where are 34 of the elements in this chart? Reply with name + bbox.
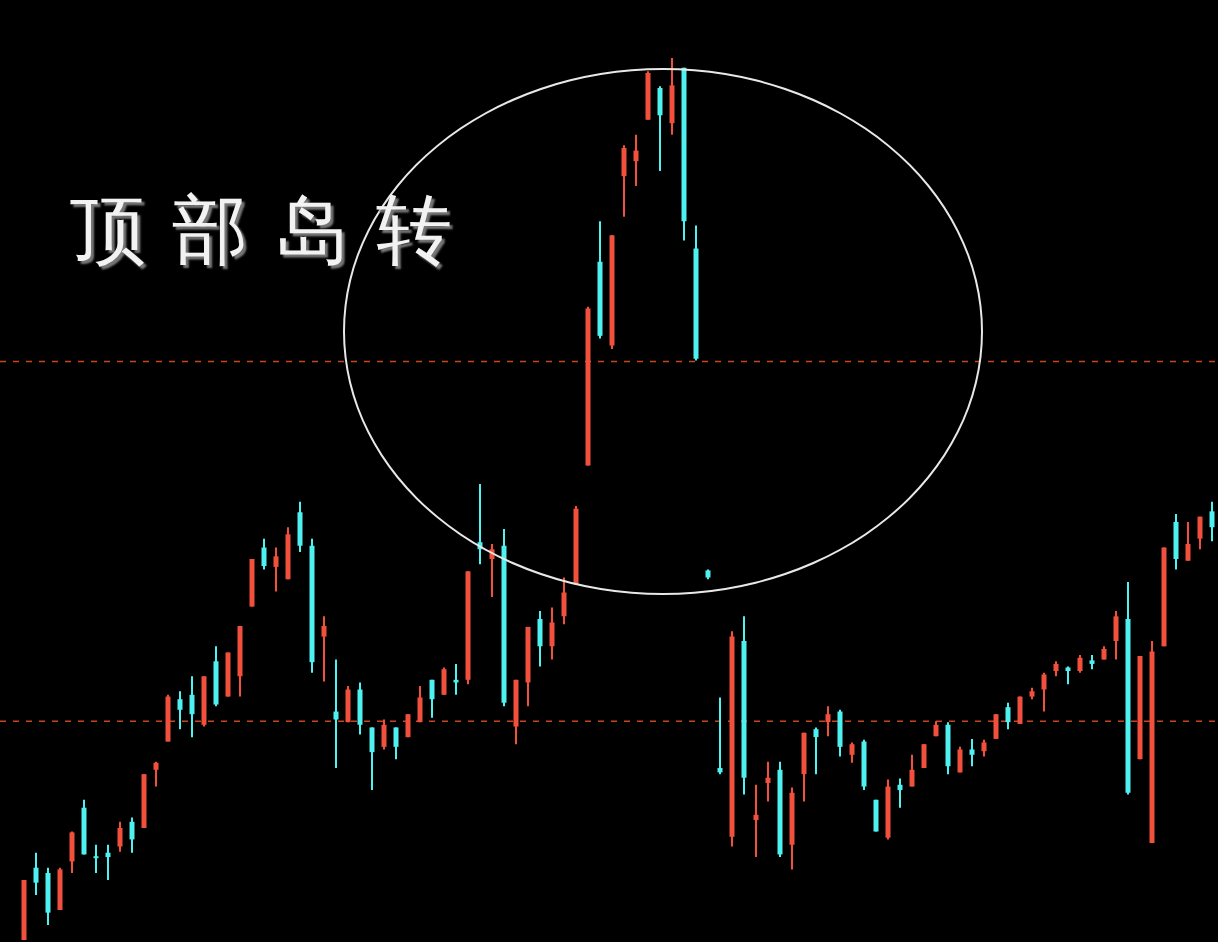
candlestick <box>1197 515 1203 551</box>
candlestick <box>717 696 723 776</box>
candlestick <box>1209 500 1215 543</box>
text: 顶部岛转 <box>70 184 478 276</box>
candlestick <box>957 745 963 774</box>
candlestick <box>393 726 399 761</box>
candlestick <box>129 816 135 854</box>
candlestick <box>429 678 435 719</box>
candlestick <box>561 576 567 626</box>
candlestick <box>261 537 267 571</box>
candlestick <box>93 843 99 874</box>
candlestick <box>333 658 339 770</box>
candlestick <box>753 783 759 859</box>
candlestick <box>813 726 819 776</box>
candlestick <box>321 615 327 683</box>
candlestick <box>909 753 915 788</box>
candlestick <box>189 675 195 739</box>
candlestick <box>177 690 183 731</box>
candlestick <box>105 843 111 882</box>
candlestick <box>381 718 387 751</box>
candlestick <box>549 606 555 661</box>
candlestick <box>153 760 159 788</box>
candlestick <box>765 760 771 803</box>
candlestick <box>825 705 831 738</box>
candlestick <box>33 851 39 897</box>
candlestick <box>1041 671 1047 713</box>
candlestick <box>633 133 639 187</box>
candlestick <box>897 777 903 809</box>
candlestick <box>969 737 975 768</box>
candlestick <box>117 820 123 853</box>
candlestick <box>849 741 855 764</box>
candlestick <box>1005 701 1011 731</box>
candlestick <box>1185 520 1191 562</box>
candlestick <box>273 546 279 593</box>
